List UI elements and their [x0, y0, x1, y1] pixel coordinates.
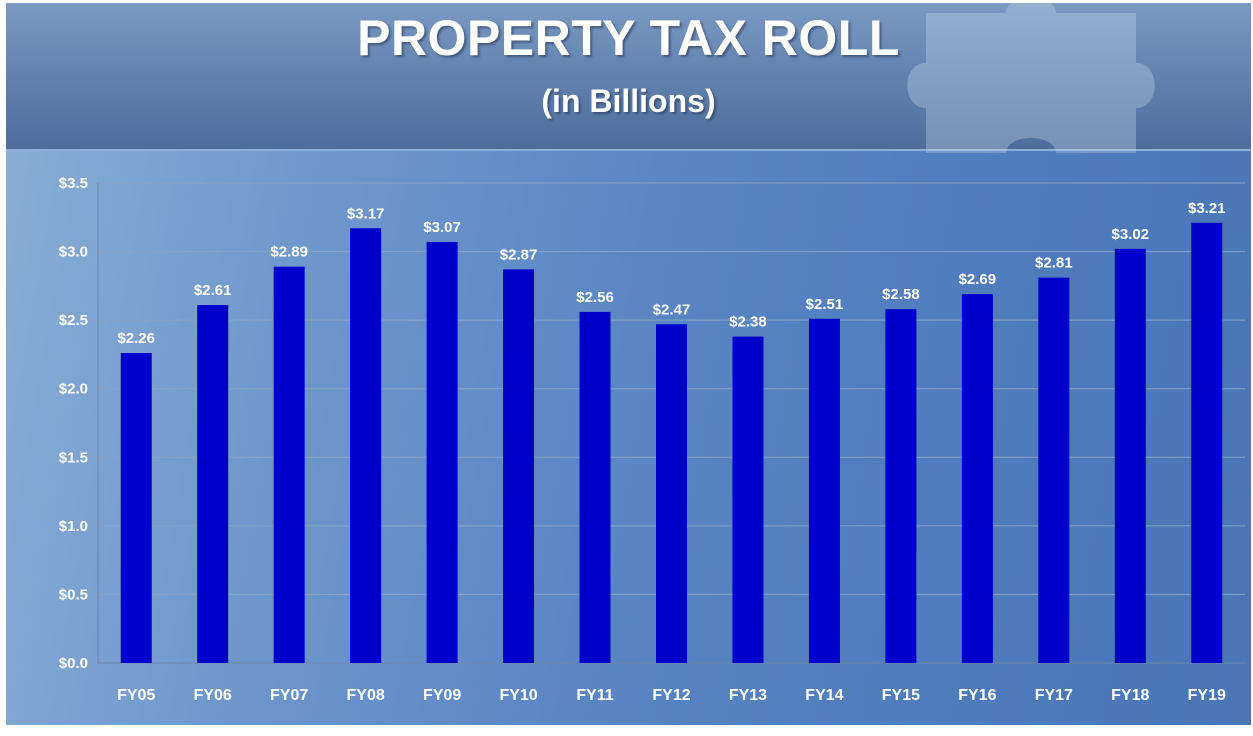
title-banner: PROPERTY TAX ROLL (in Billions) — [6, 3, 1251, 153]
x-tick-label: FY14 — [805, 687, 843, 704]
y-tick-label: $2.0 — [59, 381, 88, 398]
puzzle-piece-icon — [907, 3, 1155, 153]
x-tick-label: FY11 — [576, 687, 613, 704]
x-tick-label: FY17 — [1035, 687, 1073, 704]
bar — [503, 269, 535, 663]
x-tick-label: FY07 — [270, 687, 308, 704]
y-tick-label: $1.5 — [59, 449, 88, 466]
bar — [197, 305, 229, 663]
data-label: $2.87 — [500, 246, 538, 263]
bar — [1038, 277, 1070, 663]
data-label: $2.56 — [576, 289, 614, 306]
y-tick-label: $3.5 — [59, 175, 88, 192]
data-label: $2.51 — [806, 296, 844, 313]
data-label: $2.26 — [117, 330, 155, 347]
x-tick-label: FY15 — [882, 687, 920, 704]
bar — [1191, 222, 1223, 663]
data-label: $2.69 — [959, 271, 997, 288]
data-label: $2.38 — [729, 314, 767, 331]
x-tick-label: FY19 — [1188, 687, 1226, 704]
bar — [120, 353, 152, 663]
data-label: $2.58 — [882, 286, 920, 303]
bar — [579, 311, 611, 663]
x-tick-label: FY08 — [347, 687, 385, 704]
x-tick-label: FY06 — [194, 687, 232, 704]
y-tick-label: $0.0 — [59, 655, 88, 672]
bar — [656, 324, 687, 663]
bar — [426, 241, 458, 663]
y-tick-label: $3.0 — [59, 244, 88, 261]
x-tick-label: FY18 — [1111, 687, 1149, 704]
bar — [885, 309, 917, 663]
bar — [350, 228, 382, 663]
x-tick-label: FY16 — [958, 687, 996, 704]
x-tick-label: FY12 — [652, 687, 690, 704]
x-tick-label: FY13 — [729, 687, 767, 704]
data-label: $3.07 — [423, 219, 461, 236]
bar — [808, 318, 840, 663]
chart-title: PROPERTY TAX ROLL — [357, 10, 900, 66]
chart-subtitle: (in Billions) — [541, 83, 716, 119]
x-tick-label: FY10 — [499, 687, 537, 704]
y-tick-label: $1.0 — [59, 518, 88, 535]
bar — [961, 294, 993, 663]
data-label: $2.47 — [653, 301, 691, 318]
bar — [273, 266, 305, 663]
data-label: $3.21 — [1188, 200, 1226, 217]
y-tick-label: $2.5 — [59, 312, 88, 329]
data-label: $3.17 — [347, 205, 385, 222]
bar — [1114, 248, 1146, 664]
y-tick-label: $0.5 — [59, 586, 88, 603]
x-tick-label: FY05 — [117, 687, 155, 704]
data-label: $3.02 — [1112, 226, 1150, 243]
data-label: $2.81 — [1035, 255, 1073, 272]
data-label: $2.89 — [270, 244, 308, 261]
bar — [732, 336, 764, 663]
x-tick-label: FY09 — [423, 687, 461, 704]
data-label: $2.61 — [194, 282, 232, 299]
